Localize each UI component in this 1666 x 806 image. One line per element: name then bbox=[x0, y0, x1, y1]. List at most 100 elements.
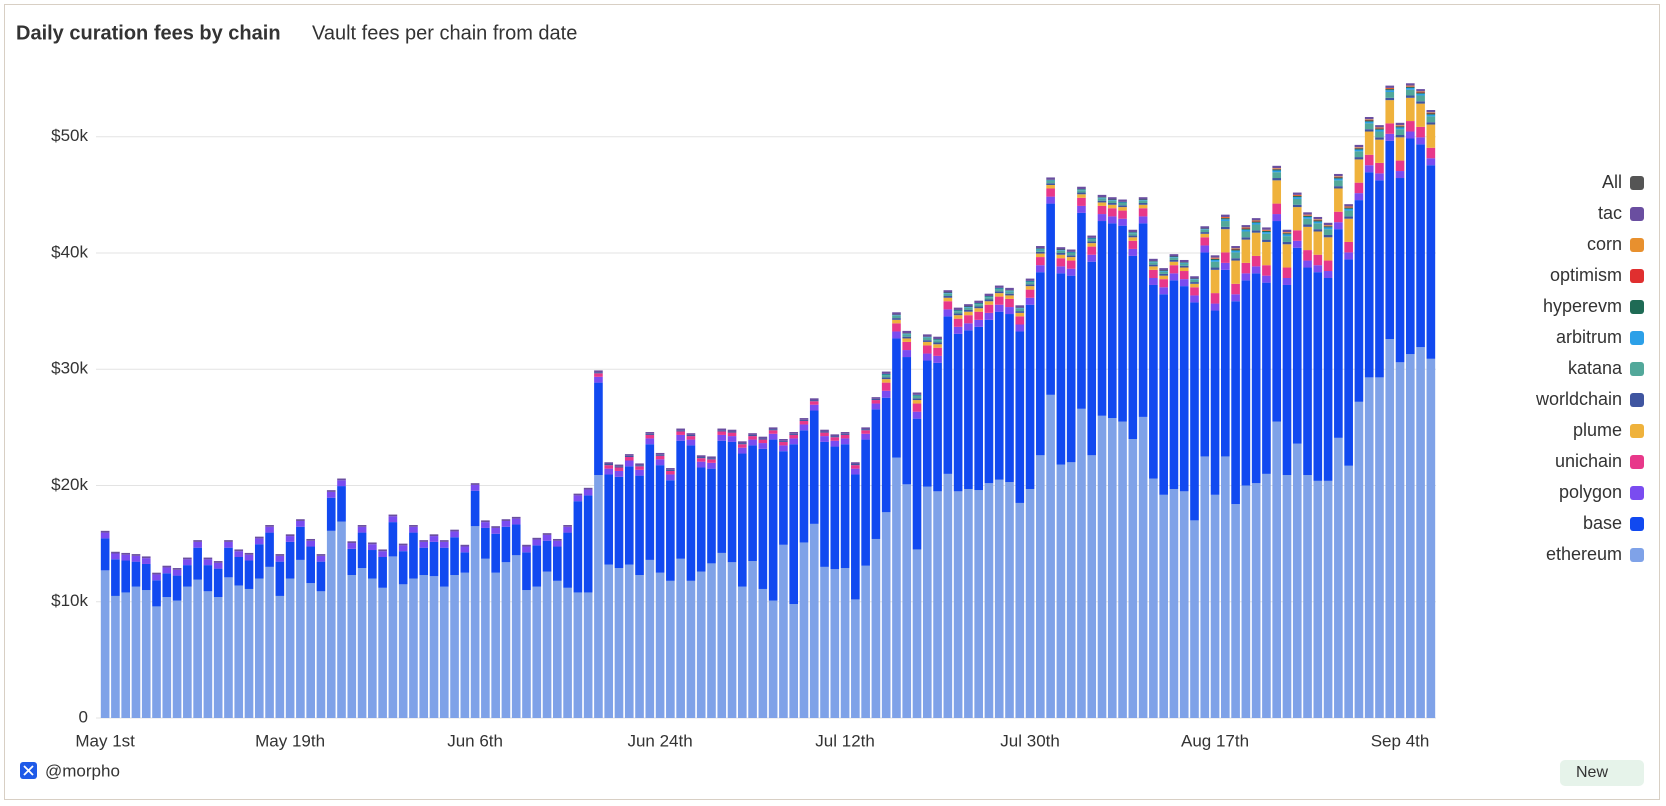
bar-segment bbox=[193, 540, 202, 542]
bar-segment bbox=[912, 395, 922, 396]
bar-segment bbox=[943, 297, 953, 302]
bar-segment bbox=[604, 465, 614, 469]
bar-segment bbox=[789, 433, 799, 435]
bar-segment bbox=[676, 440, 685, 559]
bar-segment bbox=[1416, 103, 1425, 127]
bar-segment bbox=[974, 302, 983, 304]
bar-segment bbox=[1107, 200, 1117, 204]
bar-segment bbox=[553, 580, 562, 718]
bar-segment bbox=[1303, 224, 1312, 227]
bar-segment bbox=[1169, 259, 1179, 262]
bar-segment bbox=[481, 558, 490, 718]
bar-segment bbox=[748, 445, 757, 562]
bar-segment bbox=[758, 443, 768, 449]
bar-segment bbox=[902, 484, 912, 718]
bar-segment bbox=[285, 534, 295, 537]
bar-segment bbox=[912, 403, 922, 412]
bar-segment bbox=[193, 541, 202, 548]
bar-segment bbox=[337, 480, 346, 487]
bar-segment bbox=[388, 516, 398, 523]
bar-segment bbox=[922, 337, 932, 341]
bar-segment bbox=[943, 293, 953, 297]
bar-segment bbox=[1334, 188, 1343, 212]
bar-segment bbox=[799, 420, 809, 425]
bar-segment bbox=[1375, 162, 1384, 174]
bar-segment bbox=[1015, 311, 1025, 313]
bar-segment bbox=[1292, 196, 1302, 198]
bar-segment bbox=[121, 554, 131, 561]
bar-segment bbox=[994, 304, 1004, 312]
bar-segment bbox=[1416, 92, 1425, 94]
bar-segment bbox=[1077, 186, 1086, 190]
bar-segment bbox=[1036, 265, 1045, 273]
bar-segment bbox=[840, 433, 850, 435]
bar-segment bbox=[1107, 199, 1117, 201]
bar-segment bbox=[1334, 186, 1343, 189]
bar-segment bbox=[1395, 137, 1405, 161]
bar-segment bbox=[707, 462, 716, 469]
bar-segment bbox=[635, 465, 644, 467]
bar-segment bbox=[1015, 331, 1025, 503]
bar-segment bbox=[1395, 178, 1405, 363]
bar-segment bbox=[1179, 491, 1189, 718]
bar-segment bbox=[1056, 273, 1066, 465]
bar-segment bbox=[1426, 147, 1436, 159]
bar-segment bbox=[799, 430, 809, 543]
bar-segment bbox=[1221, 218, 1230, 220]
bar-segment bbox=[953, 309, 963, 311]
bar-segment bbox=[1190, 520, 1199, 718]
bar-segment bbox=[439, 586, 449, 718]
bar-segment bbox=[1025, 304, 1035, 489]
bar-segment bbox=[994, 287, 1004, 289]
bar-segment bbox=[964, 309, 973, 312]
bar-segment bbox=[809, 404, 819, 411]
bar-segment bbox=[172, 568, 182, 570]
bar-segment bbox=[172, 569, 182, 576]
bar-segment bbox=[1426, 116, 1436, 123]
bar-segment bbox=[666, 468, 675, 470]
bar-segment bbox=[984, 304, 994, 313]
bar-segment bbox=[131, 554, 141, 556]
bar-segment bbox=[933, 339, 942, 341]
bar-segment bbox=[1097, 214, 1107, 222]
new-badge[interactable] bbox=[1560, 760, 1644, 786]
bar-segment bbox=[830, 440, 840, 447]
bar-segment bbox=[953, 315, 963, 319]
bar-segment bbox=[378, 556, 387, 588]
bar-segment bbox=[306, 583, 315, 718]
bar-segment bbox=[1221, 221, 1230, 227]
bar-segment bbox=[131, 586, 141, 718]
bar-segment bbox=[275, 554, 285, 556]
legend-swatch bbox=[1630, 486, 1644, 500]
bar-segment bbox=[522, 546, 531, 553]
legend-label: worldchain bbox=[1535, 389, 1622, 409]
bar-segment bbox=[285, 541, 295, 579]
bar-segment bbox=[1077, 408, 1086, 718]
bar-segment bbox=[1354, 182, 1364, 194]
bar-segment bbox=[1097, 415, 1107, 718]
bar-segment bbox=[594, 373, 603, 377]
bar-segment bbox=[768, 439, 778, 601]
bar-segment bbox=[213, 568, 223, 598]
bar-segment bbox=[1200, 252, 1210, 457]
bar-segment bbox=[830, 569, 840, 718]
bar-segment bbox=[1251, 221, 1261, 222]
bar-segment bbox=[1385, 339, 1395, 718]
bar-segment bbox=[172, 575, 182, 601]
bar-segment bbox=[1118, 202, 1127, 204]
bar-segment bbox=[1190, 276, 1199, 279]
bar-segment bbox=[1066, 268, 1076, 276]
bar-segment bbox=[727, 429, 737, 432]
bar-segment bbox=[553, 538, 562, 541]
bar-segment bbox=[1025, 278, 1035, 281]
bar-segment bbox=[1385, 88, 1395, 90]
bar-segment bbox=[1262, 241, 1271, 266]
bar-segment bbox=[655, 452, 665, 455]
bar-segment bbox=[1282, 277, 1292, 285]
bar-segment bbox=[326, 490, 336, 492]
bar-segment bbox=[542, 571, 552, 718]
bar-segment bbox=[779, 445, 788, 452]
bar-segment bbox=[501, 526, 511, 563]
bar-segment bbox=[347, 575, 357, 718]
new-badge-label[interactable]: New bbox=[1576, 764, 1608, 781]
